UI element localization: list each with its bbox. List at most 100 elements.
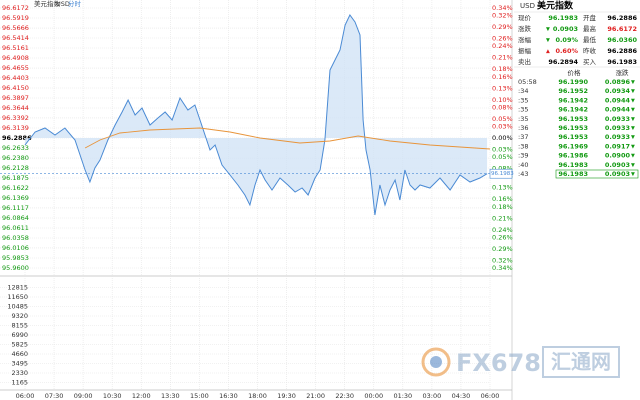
y2-tick-label: 0.24% — [492, 42, 513, 50]
x-tick-label: 07:30 — [45, 392, 64, 400]
trade-change: 0.0944 — [605, 106, 631, 114]
trade-time: :38 — [518, 142, 528, 150]
y2-tick-label: 0.26% — [492, 233, 513, 241]
quote-value: 96.6172 — [607, 25, 637, 33]
arrow: ▼ — [631, 80, 635, 86]
y2-tick-label: 0.16% — [492, 73, 513, 81]
y2-tick-label: 0.03% — [492, 123, 513, 131]
arrow: ▼ — [631, 153, 635, 159]
trade-price: 96.1942 — [558, 106, 588, 114]
x-tick-label: 06:00 — [481, 392, 500, 400]
arrow: ▼ — [631, 107, 635, 113]
x-tick-label: 01:30 — [393, 392, 412, 400]
table-header: 价格 — [568, 68, 582, 77]
y-tick-label: 96.5666 — [2, 24, 29, 32]
y2-tick-label: 0.32% — [492, 256, 513, 264]
y-tick-label: 96.2633 — [2, 144, 29, 152]
trade-change: 0.0933 — [605, 133, 630, 141]
trade-price: 96.1953 — [558, 115, 588, 123]
arrow: ▼ — [631, 89, 635, 95]
trade-price: 96.1942 — [558, 96, 588, 104]
arrow: ▲ — [546, 49, 550, 55]
watermark: FX678 汇通网 — [421, 346, 620, 378]
watermark-brand: FX678 — [456, 349, 541, 377]
quote-value: 96.1983 — [607, 58, 637, 66]
quote-label: 最高 — [583, 24, 597, 33]
quote-label: 开盘 — [583, 13, 597, 22]
y-tick-label: 96.1117 — [2, 204, 29, 212]
quote-symbol: USD — [520, 2, 535, 10]
volume-tick-label: 1165 — [11, 379, 28, 387]
y-tick-label: 96.4403 — [2, 74, 29, 82]
trade-price: 96.1986 — [558, 152, 588, 160]
x-tick-label: 13:30 — [161, 392, 180, 400]
logo — [430, 356, 442, 368]
y2-tick-label: 0.18% — [492, 203, 513, 211]
quote-label: 现价 — [518, 14, 532, 22]
quote-label: 振幅 — [518, 46, 532, 55]
trade-price: 96.1953 — [558, 133, 588, 141]
quote-value: 0.0903 — [553, 25, 578, 33]
x-tick-label: 10:30 — [103, 392, 122, 400]
y-tick-label: 96.3139 — [2, 124, 29, 132]
volume-tick-label: 8155 — [11, 322, 28, 330]
trade-change: 0.0903 — [605, 161, 630, 169]
x-tick-label: 00:00 — [364, 392, 383, 400]
arrow: ▼ — [631, 116, 635, 122]
area — [25, 15, 488, 215]
trade-price: 96.1953 — [558, 124, 588, 132]
y-tick-label: 96.6172 — [2, 4, 29, 12]
arrow: ▼ — [546, 38, 550, 44]
x-tick-label: 16:30 — [219, 392, 238, 400]
y2-tick-label: 0.05% — [492, 153, 513, 161]
x-tick-label: 06:00 — [16, 392, 35, 400]
watermark-box — [542, 346, 620, 378]
arrow: ▼ — [631, 135, 635, 141]
y2-tick-label: 0.29% — [492, 245, 513, 253]
trade-price: 96.1952 — [558, 87, 588, 95]
x-tick-label: 04:30 — [452, 392, 471, 400]
quote-label: 涨幅 — [518, 35, 532, 44]
volume-tick-label: 12815 — [7, 284, 28, 292]
symbol: USD — [56, 0, 70, 8]
price-tag-box — [489, 168, 513, 179]
trade-time: :37 — [518, 133, 528, 141]
y-tick-label: 96.2380 — [2, 154, 29, 162]
trade-change: 0.0903 — [605, 170, 630, 178]
quote-value: 0.60% — [555, 47, 578, 55]
volume-tick-label: 5825 — [11, 341, 28, 349]
y-tick-label: 96.3897 — [2, 94, 29, 102]
arrow: ▼ — [631, 162, 635, 168]
y-tick-label: 96.4655 — [2, 64, 29, 72]
y2-tick-label: 0.29% — [492, 23, 513, 31]
trade-time: :43 — [518, 170, 528, 178]
quote-value: 96.2894 — [548, 58, 578, 66]
y-tick-label: 95.9853 — [2, 254, 29, 262]
price-line — [84, 127, 491, 150]
x-tick-label: 15:00 — [190, 392, 209, 400]
trade-time: :36 — [518, 124, 528, 132]
y-tick-label: 96.0358 — [2, 234, 29, 242]
y-tick-label: 96.1875 — [2, 174, 29, 182]
arrow: ▼ — [546, 27, 550, 33]
y2-tick-label: 0.16% — [492, 195, 513, 203]
volume-tick-label: 9320 — [11, 312, 28, 320]
trade-time: :39 — [518, 152, 528, 160]
trade-change: 0.0896 — [605, 78, 631, 86]
volume-tick-label: 11650 — [7, 293, 28, 301]
price-tag: 96.1983 — [491, 171, 514, 177]
y2-tick-label: 0.00% — [492, 134, 513, 142]
quote-label: 昨收 — [583, 46, 597, 55]
quote-value: 0.09% — [555, 36, 578, 44]
trade-time: :34 — [518, 87, 528, 95]
y-tick-label: 96.5919 — [2, 14, 29, 22]
trade-price: 96.1990 — [558, 78, 588, 86]
y2-tick-label: 0.21% — [492, 214, 513, 222]
y-tick-label: 96.3392 — [2, 114, 29, 122]
trade-change: 0.0944 — [605, 96, 631, 104]
period: 分时 — [68, 0, 82, 8]
trade-time: :35 — [518, 106, 528, 114]
volume-tick-label: 2330 — [11, 369, 28, 377]
quote-value: 96.1983 — [548, 14, 578, 22]
